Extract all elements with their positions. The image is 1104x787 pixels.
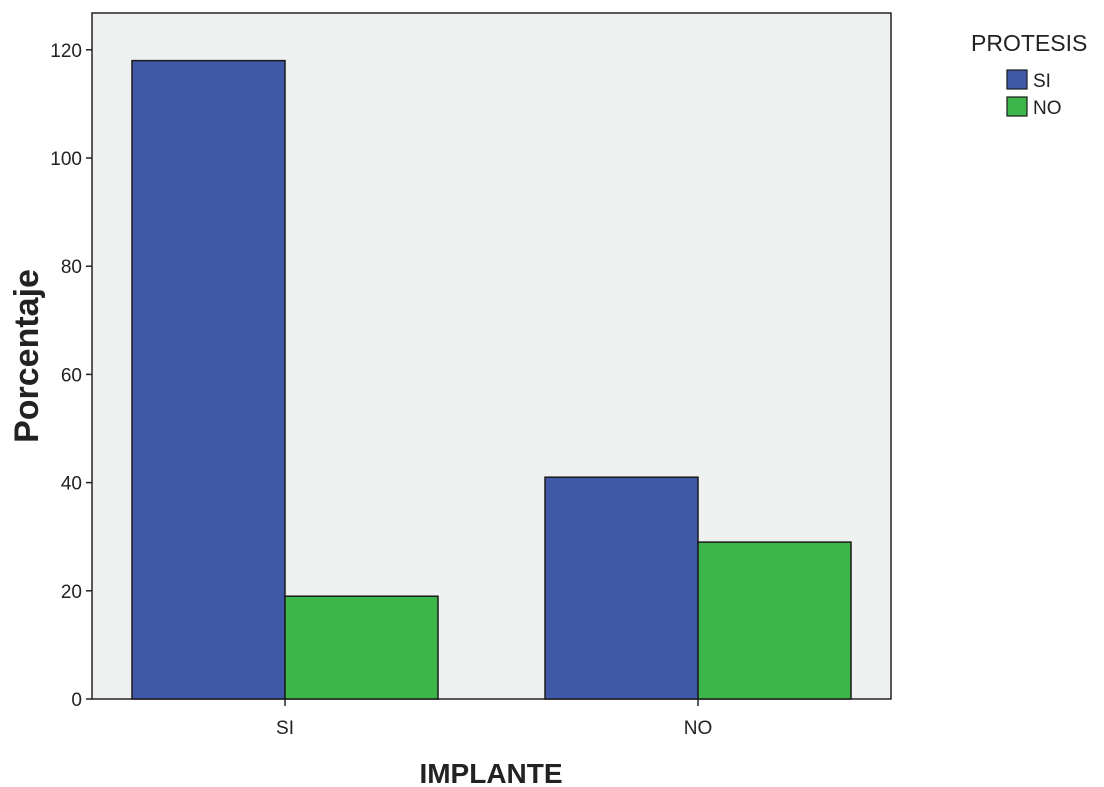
bar-no-si — [544, 476, 699, 700]
y-axis: 0 20 40 60 80 100 120 — [50, 41, 92, 711]
x-axis-title: IMPLANTE — [419, 758, 562, 787]
y-tick-label: 0 — [71, 690, 82, 711]
x-tick-label: SI — [276, 718, 294, 739]
y-tick-label: 80 — [61, 257, 82, 278]
x-axis: SI NO — [276, 699, 712, 739]
bars-group — [131, 59, 852, 700]
y-axis-title: Porcentaje — [8, 269, 46, 443]
y-tick-label: 60 — [61, 365, 82, 386]
bar-si-si — [131, 59, 286, 700]
bar-no-no — [697, 541, 852, 700]
legend-swatch-si — [1006, 69, 1028, 90]
legend-label-no: NO — [1033, 98, 1062, 119]
legend-title: PROTESIS — [971, 30, 1087, 56]
y-tick-label: 40 — [61, 474, 82, 495]
legend-label-si: SI — [1033, 71, 1051, 92]
legend-swatch-no — [1006, 96, 1028, 117]
y-tick-label: 100 — [50, 149, 82, 170]
bar-si-no — [284, 595, 439, 700]
y-tick-label: 120 — [50, 41, 82, 62]
x-tick-label: NO — [684, 718, 713, 739]
legend: PROTESIS SI NO — [971, 30, 1087, 119]
y-tick-label: 20 — [61, 582, 82, 603]
